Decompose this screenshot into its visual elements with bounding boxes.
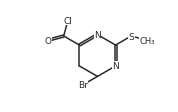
Text: Cl: Cl bbox=[64, 17, 72, 26]
Text: S: S bbox=[128, 32, 134, 41]
Text: N: N bbox=[112, 62, 119, 71]
Text: O: O bbox=[45, 36, 52, 45]
Text: N: N bbox=[94, 31, 101, 40]
Text: Br: Br bbox=[78, 81, 88, 90]
Text: CH₃: CH₃ bbox=[139, 36, 155, 45]
